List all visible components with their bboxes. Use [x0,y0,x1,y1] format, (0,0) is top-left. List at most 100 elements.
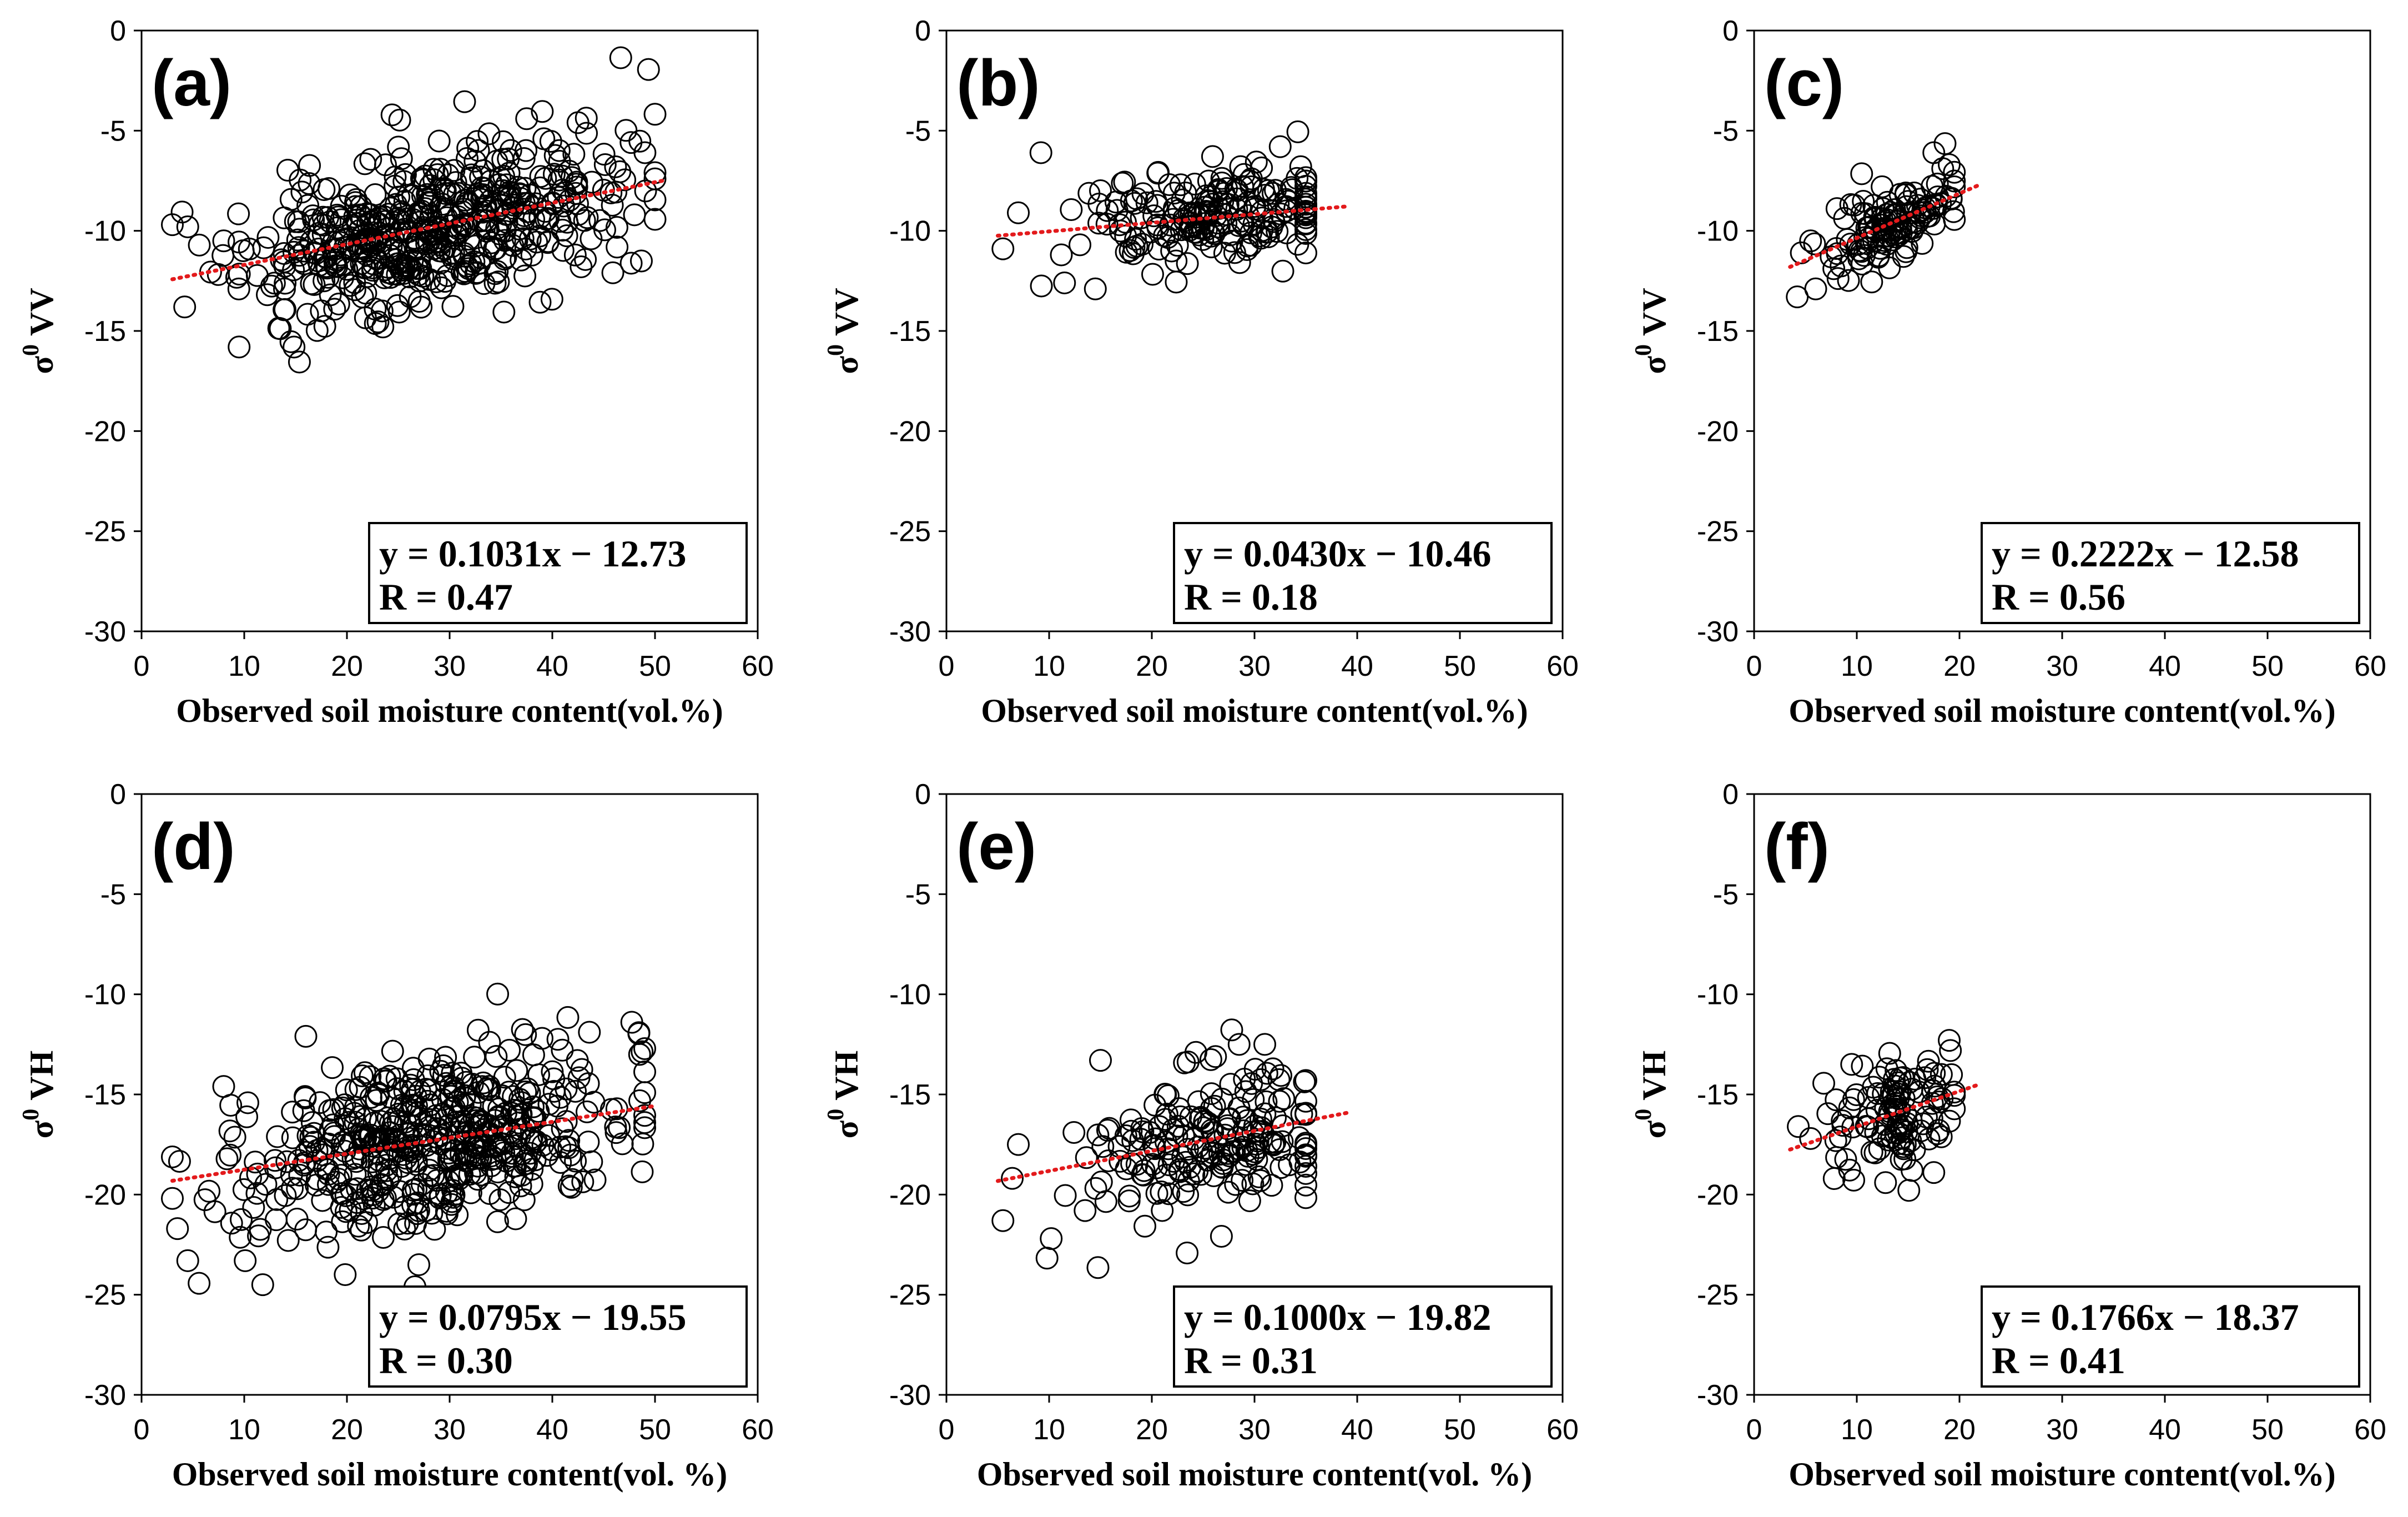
scatter-point [1901,1159,1924,1182]
scatter-point [1050,243,1073,267]
scatter-point [396,1138,420,1162]
panel-label: (c) [1764,47,1844,120]
scatter-point [1157,1182,1181,1205]
scatter-point [464,1162,487,1185]
scatter-point [198,1179,221,1203]
scatter-point [374,1069,397,1093]
scatter-point [566,1049,589,1072]
scatter-point [266,1125,289,1148]
scatter-point [386,294,409,317]
scatter-point [509,1174,532,1198]
scatter-point [1124,228,1147,251]
y-tick-label: -30 [1697,1379,1739,1411]
scatter-point [1870,207,1893,230]
y-axis-superscript: 0 [18,1109,44,1121]
scatter-point [462,1106,486,1129]
y-tick-label: -20 [84,415,126,448]
scatter-point [1799,1127,1822,1150]
y-axis-polarization: VH [1636,1051,1672,1109]
equation-box [1173,1285,1553,1388]
scatter-point [1189,1106,1212,1129]
scatter-point [280,1163,303,1187]
scatter-point [346,1177,369,1200]
scatter-point [1864,1121,1887,1144]
scatter-point [1271,259,1294,283]
scatter-point [1007,1133,1030,1156]
scatter-point [372,1226,395,1249]
scatter-point [513,264,537,288]
scatter-point [290,250,314,273]
scatter-point [548,1136,571,1159]
scatter-point [991,237,1015,260]
scatter-point [274,272,297,295]
y-axis-superscript: 0 [1631,1109,1656,1121]
y-tick-label: -25 [889,1279,931,1312]
scatter-point [1090,1171,1113,1194]
y-axis-title: σ0 VV [823,288,865,374]
scatter-point [1153,224,1176,248]
scatter-point [1850,240,1873,263]
equation-box [1173,522,1553,624]
x-tick-label: 50 [1444,650,1476,682]
scatter-point [456,254,479,278]
scatter-point [498,1038,521,1062]
x-tick-label: 20 [1943,1414,1976,1446]
x-tick-label: 40 [2149,1414,2181,1446]
scatter-point [495,173,518,197]
scatter-point [356,1178,379,1202]
scatter-point [1176,252,1199,275]
scatter-point [435,1072,458,1095]
scatter-point [429,252,452,275]
scatter-point [1054,1184,1077,1207]
scatter-point [1162,1149,1186,1173]
scatter-point [551,164,574,188]
scatter-point [444,1080,467,1103]
scatter-point [294,1024,318,1048]
scatter-point [359,148,382,171]
scatter-point [583,1168,607,1192]
scatter-point [1253,1033,1276,1056]
scatter-point [1862,194,1886,217]
scatter-point [486,1210,509,1233]
y-tick-label: -15 [889,1079,931,1111]
scatter-point [311,1189,334,1212]
correlation-r: R = 0.41 [1992,1339,2125,1382]
scatter-point [464,234,487,258]
scatter-point [229,1208,253,1231]
scatter-point [427,129,451,153]
scatter-point [234,1249,257,1272]
regression-equation: y = 0.0795x − 19.55 [379,1296,687,1338]
scatter-point [492,1141,516,1164]
scatter-point [429,1059,452,1083]
scatter-point [477,122,501,145]
scatter-point [1219,1073,1242,1096]
scatter-point [1210,1087,1233,1111]
x-tick-label: 0 [1746,1414,1762,1446]
scatter-point [1144,190,1167,213]
scatter-point [476,209,499,232]
y-axis-polarization: VV [23,288,60,344]
scatter-point [264,1208,288,1232]
scatter-point [393,1218,416,1241]
scatter-point [505,1059,528,1082]
x-tick-label: 40 [1341,1414,1373,1446]
scatter-point [551,1117,574,1141]
scatter-point [1897,1179,1921,1202]
scatter-point [338,183,361,207]
scatter-point [446,1091,469,1114]
scatter-point [557,1174,581,1198]
correlation-r: R = 0.31 [1184,1339,1318,1382]
scatter-point [1217,1134,1240,1157]
x-tick-label: 30 [1238,650,1271,682]
scatter-point [1261,182,1284,205]
scatter-point [1249,1169,1272,1192]
scatter-point [417,1047,441,1071]
scatter-point [1001,1167,1024,1190]
scatter-point [1877,1128,1900,1152]
scatter-point [486,260,509,283]
x-tick-label: 40 [536,650,568,682]
scatter-points [991,1018,1317,1279]
scatter-point [1196,189,1219,212]
y-tick-label: -20 [84,1179,126,1211]
scatter-point [350,1218,373,1242]
